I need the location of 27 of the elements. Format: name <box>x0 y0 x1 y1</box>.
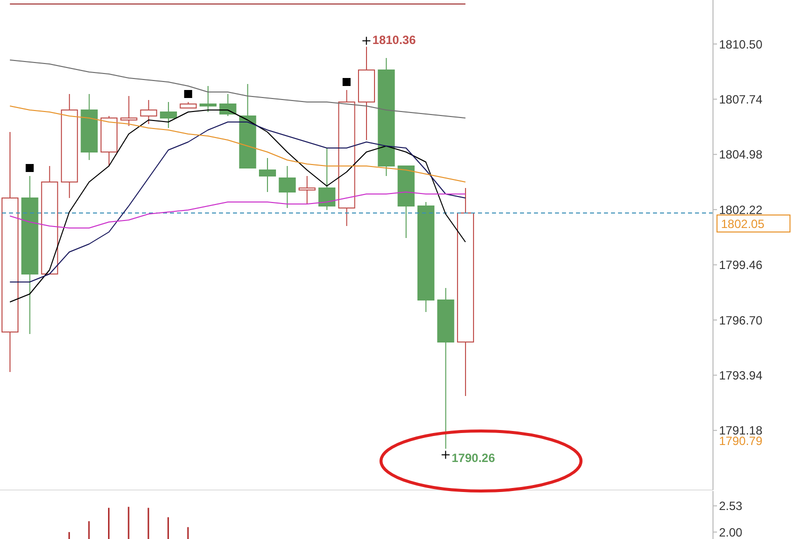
ref-line-label: 1802.05 <box>721 217 765 231</box>
point <box>184 90 192 98</box>
candlestick <box>200 86 217 112</box>
candlestick <box>318 148 336 210</box>
candlestick <box>278 166 296 208</box>
candlestick <box>258 158 276 192</box>
y-tick-label: 1799.46 <box>719 258 763 272</box>
line-series <box>9 122 466 282</box>
candlestick <box>219 94 236 116</box>
y-tick-label: 1802.22 <box>719 202 763 217</box>
y-tick-label: 1796.70 <box>719 313 763 328</box>
annotation: 1790.26 <box>452 450 496 465</box>
y-tick-label: 1807.74 <box>719 92 763 106</box>
candlestick <box>140 100 158 124</box>
candlestick <box>120 96 138 126</box>
point <box>26 164 34 172</box>
annotation: 1810.36 <box>372 32 416 47</box>
line-series <box>9 106 466 182</box>
y-tick-label: 1810.50 <box>719 37 763 52</box>
y-tick-label: 2.00 <box>719 525 743 539</box>
candlestick <box>298 176 316 204</box>
y-tick-label: 1804.98 <box>719 148 763 162</box>
y-tick-label: 2.53 <box>719 499 743 514</box>
candlestick <box>160 102 177 128</box>
point <box>342 78 351 86</box>
line-series <box>9 60 466 118</box>
y-tick-label: 1793.94 <box>719 368 763 382</box>
